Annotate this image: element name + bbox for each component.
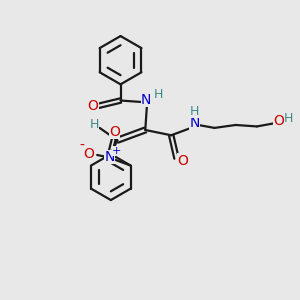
Text: -: - <box>80 139 84 153</box>
Text: N: N <box>190 116 200 130</box>
Text: H: H <box>190 105 200 118</box>
Text: O: O <box>178 154 188 168</box>
Text: O: O <box>273 114 284 128</box>
Text: O: O <box>109 125 120 139</box>
Text: O: O <box>83 146 94 161</box>
Text: N: N <box>104 150 115 164</box>
Text: O: O <box>88 99 99 113</box>
Text: N: N <box>141 93 152 106</box>
Text: H: H <box>90 118 99 131</box>
Text: +: + <box>112 146 121 156</box>
Text: H: H <box>284 112 293 125</box>
Text: H: H <box>153 88 163 101</box>
